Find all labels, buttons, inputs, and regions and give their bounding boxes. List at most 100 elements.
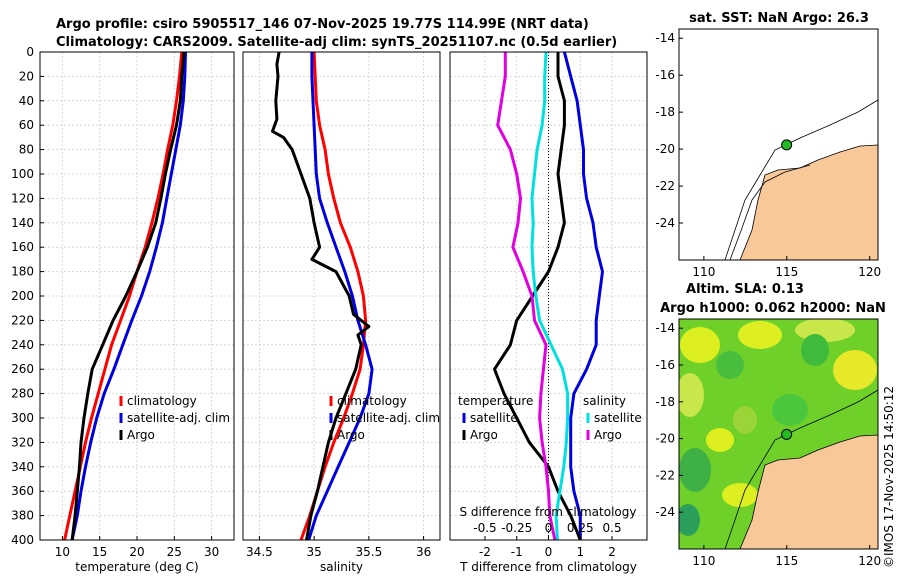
temperature-legend-title: temperature [458, 394, 533, 408]
temperature-y-tick-label: 320 [11, 435, 34, 449]
temperature-y-tick-label: 180 [11, 265, 34, 279]
salinity-x-tick-label: 34.5 [246, 545, 273, 559]
sla-anomaly-blob [706, 428, 734, 452]
temperature-x-tick-label: 15 [92, 545, 107, 559]
sst-map-y-tick-label: -24 [655, 216, 675, 230]
sst-map-title: sat. SST: NaN Argo: 26.3 [689, 11, 869, 26]
temperature-x-tick-label: 25 [167, 545, 182, 559]
sla-map-panel: Altim. SLA: 0.13 Argo h1000: 0.062 h2000… [655, 282, 885, 568]
salinity-x-axis-label: salinity [320, 560, 363, 574]
sla-anomaly-blob [679, 373, 704, 417]
difference-temperature-legend-label: Argo [470, 428, 498, 442]
sst-map-y-tick-label: -16 [655, 68, 675, 82]
sst-map-y-tick-label: -18 [655, 105, 675, 119]
sst-map-x-tick-label: 115 [775, 265, 798, 279]
sla-anomaly-blob [833, 350, 877, 390]
temperature-y-tick-label: 260 [11, 362, 34, 376]
temperature-panel: 10 15 20 25 30 temperature (deg C) 0 20 40 60 80 10… [11, 45, 235, 574]
sla-map-y-tick-label: -18 [655, 395, 675, 409]
difference-top-tick-label: 0 [545, 521, 553, 535]
difference-series-salinity-argo [496, 52, 557, 541]
salinity-x-tick-label: 35 [306, 545, 321, 559]
temperature-y-tick-label: 380 [11, 509, 34, 523]
sla-anomaly-blob [772, 394, 808, 426]
sla-anomaly-blob [733, 406, 757, 434]
sst-map-shelf-contour [724, 99, 878, 260]
salinity-legend-label: satellite-adj. clim [337, 411, 440, 425]
salinity-series-climatology [299, 51, 368, 541]
difference-top-axis-label: S difference from climatology [460, 505, 637, 519]
sla-map-shelf-contour [724, 389, 878, 549]
difference-series-salinity-satellite [530, 51, 570, 541]
sst-map-x-tick-label: 120 [858, 265, 881, 279]
temperature-y-tick-label: 100 [11, 167, 34, 181]
sla-map-land [739, 434, 878, 549]
temperature-y-tick-label: 140 [11, 216, 34, 230]
temperature-y-tick-label: 280 [11, 387, 34, 401]
difference-salinity-legend-label: satellite [594, 411, 642, 425]
salinity-legend-label: Argo [337, 428, 365, 442]
sst-map-shelf-contour-2 [729, 164, 811, 260]
difference-top-tick-label: 0.25 [567, 521, 594, 535]
temperature-y-tick-label: 120 [11, 191, 34, 205]
temperature-y-tick-label: 60 [19, 118, 34, 132]
difference-x-tick-label: 1 [576, 545, 584, 559]
salinity-frame [242, 51, 441, 541]
sst-map-panel: sat. SST: NaN Argo: 26.3 110 115 120 -14 -16… [655, 11, 881, 279]
sla-map-x-tick-label: 115 [775, 554, 798, 568]
salinity-series-satellite-adj-clim [307, 52, 374, 541]
sst-map-y-tick-label: -20 [655, 142, 675, 156]
difference-top-tick-label: -0.5 [473, 521, 496, 535]
difference-temperature-legend-label: satellite [470, 411, 518, 425]
temperature-y-tick-label: 80 [19, 143, 34, 157]
figure-title-line1: Argo profile: csiro 5905517_146 07-Nov-2… [56, 17, 589, 32]
difference-series-temperature-satellite [562, 51, 604, 540]
difference-panel: -2 -1 0 1 2T difference from climatology temp… [449, 51, 648, 574]
temperature-legend-label: climatology [127, 394, 197, 408]
sla-anomaly-blob [738, 321, 782, 349]
difference-x-tick-label: 0 [545, 545, 553, 559]
sst-map-y-tick-label: -22 [655, 179, 675, 193]
temperature-x-axis-label: temperature (deg C) [75, 560, 198, 574]
salinity-x-tick-label: 35.5 [356, 545, 383, 559]
sst-map-y-tick-label: -14 [655, 31, 675, 45]
difference-x-tick-label: -2 [479, 545, 491, 559]
sla-map-y-tick-label: -14 [655, 321, 675, 335]
temperature-series-climatology [63, 51, 184, 541]
temperature-y-tick-label: 400 [11, 533, 34, 547]
copyright-stamp: ©IMOS 17-Nov-2025 14:50:12 [882, 386, 896, 568]
sla-map-y-tick-label: -22 [655, 468, 675, 482]
temperature-y-tick-label: 340 [11, 460, 34, 474]
sla-map-frame [678, 318, 879, 550]
sla-anomaly-blob [722, 483, 758, 507]
sla-anomaly-blob [679, 448, 711, 492]
salinity-legend-title: salinity [583, 394, 626, 408]
temperature-series-argo [70, 51, 186, 541]
sla-map-y-tick-label: -20 [655, 432, 675, 446]
sla-map-argo-marker [781, 428, 793, 440]
sla-map-x-tick-label: 110 [692, 554, 715, 568]
figure-title-line2: Climatology: CARS2009. Satellite-adj cli… [56, 35, 617, 50]
difference-salinity-legend-label: Argo [594, 428, 622, 442]
sla-map-x-tick-label: 120 [858, 554, 881, 568]
temperature-y-tick-label: 360 [11, 484, 34, 498]
temperature-x-tick-label: 30 [204, 545, 219, 559]
sla-anomaly-blob [679, 504, 700, 536]
sla-map-title-line1: Altim. SLA: 0.13 [686, 282, 804, 297]
difference-x-tick-label: -1 [511, 545, 523, 559]
sst-map-land [739, 144, 878, 260]
temperature-y-tick-label: 20 [19, 69, 34, 83]
sst-map-x-tick-label: 110 [692, 265, 715, 279]
sla-map-y-tick-label: -24 [655, 505, 675, 519]
sla-map-title-line2: Argo h1000: 0.062 h2000: NaN [660, 301, 886, 316]
sla-anomaly-blob [716, 351, 744, 379]
salinity-x-tick-label: 36 [416, 545, 431, 559]
difference-x-tick-label: 2 [608, 545, 616, 559]
salinity-panel: 34.5 35 35.5 36 salinity climatology satellite… [242, 51, 441, 574]
temperature-y-tick-label: 300 [11, 411, 34, 425]
temperature-legend-label: Argo [127, 428, 155, 442]
difference-top-tick-label: 0.5 [603, 521, 622, 535]
temperature-y-tick-label: 40 [19, 94, 34, 108]
sst-map-frame [678, 28, 879, 261]
